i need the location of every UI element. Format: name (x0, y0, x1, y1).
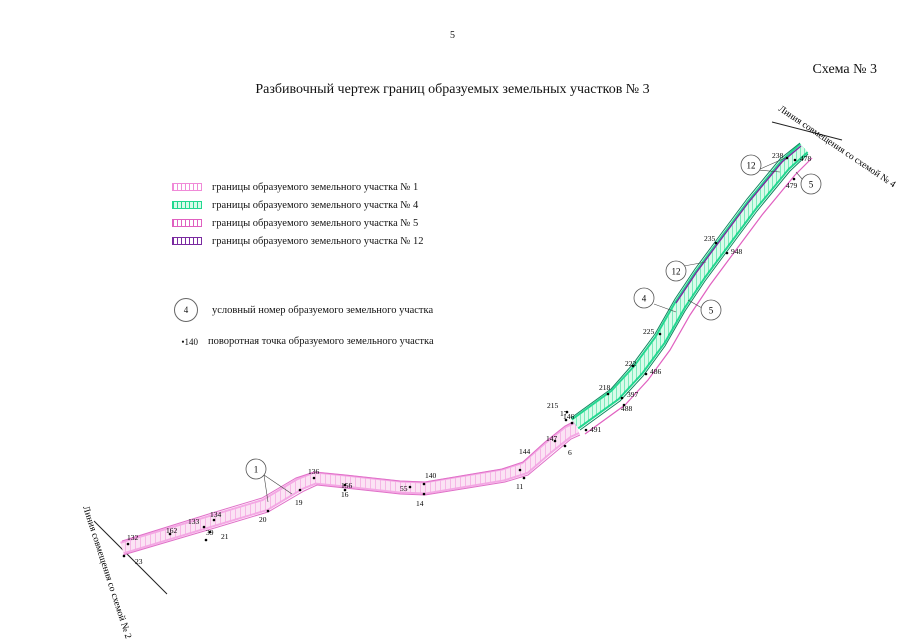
point-label: 14 (416, 499, 424, 508)
point-label: 6 (568, 448, 572, 457)
parcel-number-label: 1 (254, 465, 259, 475)
legend-label: поворотная точка образуемого земельного … (208, 336, 434, 347)
legend-label: границы образуемого земельного участка №… (212, 199, 419, 211)
document-title: Разбивочный чертеж границ образуемых зем… (255, 82, 650, 97)
legend-item-parcel-12: границы образуемого земельного участка №… (172, 232, 424, 250)
point-label: 225 (643, 327, 655, 336)
parcel-number-label: 12 (747, 161, 756, 171)
point-label: 218 (599, 383, 611, 392)
parcel-4-boundary (570, 142, 809, 431)
legend-swatch-parcel-1 (172, 183, 202, 191)
parcel-number-marker: 5 (795, 171, 822, 195)
point-label: 140 (425, 471, 437, 480)
point-label: 16 (341, 490, 349, 499)
point-label: 23 (135, 557, 143, 566)
point-label: 146 (563, 412, 575, 421)
point-label: 238 (772, 151, 784, 160)
legend-swatch-parcel-12 (172, 237, 202, 245)
parcel-number-marker: 12 (740, 154, 786, 176)
legend-swatch-parcel-5 (172, 219, 202, 227)
boundary-legend: границы образуемого земельного участка №… (172, 178, 424, 250)
point-label: 215 (547, 401, 559, 410)
scheme-label: Схема № 3 (812, 62, 877, 77)
legend-label: границы образуемого земельного участка №… (212, 217, 419, 229)
parcel-number-marker: 12 (665, 260, 707, 282)
point-label: 235 (704, 234, 716, 243)
parcel-number-label: 4 (642, 294, 647, 304)
legend-item-parcel-5: границы образуемого земельного участка №… (172, 214, 424, 232)
point-label: 162 (166, 526, 178, 535)
point-label: 39 (206, 528, 214, 537)
parcel-number-sample: 4 (174, 298, 198, 322)
point-label: 17 (560, 409, 568, 418)
match-line-scheme-4 (771, 121, 843, 141)
point-label: 478 (800, 154, 812, 163)
legend-label: условный номер образуемого земельного уч… (212, 304, 434, 316)
parcel-12-boundary (675, 145, 802, 304)
point-labels: 132 23 162 133 39 21 134 20 19 136 156 1… (127, 151, 812, 566)
point-label: 948 (731, 247, 743, 256)
parcel-number-marker: 4 (633, 287, 677, 313)
page-number: 5 (450, 30, 455, 41)
turning-point-sample: •140 (181, 336, 198, 347)
point-label: 21 (221, 532, 229, 541)
point-label: 147 (546, 434, 558, 443)
point-label: 144 (519, 447, 531, 456)
parcel-number-label: 12 (672, 267, 681, 277)
point-label: 397 (627, 390, 639, 399)
legend-item-parcel-1: границы образуемого земельного участка №… (172, 178, 424, 196)
legend-item-parcel-4: границы образуемого земельного участка №… (172, 196, 424, 214)
point-label: 20 (259, 515, 267, 524)
parcel-number-marker: 5 (687, 299, 722, 321)
point-label: 488 (621, 404, 633, 413)
parcel-number-label: 5 (809, 180, 814, 190)
point-label: 486 (650, 367, 662, 376)
point-label: 55 (400, 484, 408, 493)
parcel-number-marker: 1 (245, 458, 293, 503)
parcel-number-label: 5 (709, 306, 714, 316)
match-line-scheme-2 (93, 520, 168, 595)
point-label: 479 (786, 181, 798, 190)
turning-points (122, 156, 797, 558)
legend-label: границы образуемого земельного участка №… (212, 181, 419, 193)
point-label: 133 (188, 517, 200, 526)
legend-label: границы образуемого земельного участка №… (212, 235, 424, 247)
point-label: 132 (127, 533, 139, 542)
point-label: 19 (295, 498, 303, 507)
point-label: 136 (308, 467, 320, 476)
legend-swatch-parcel-4 (172, 201, 202, 209)
point-label: 156 (341, 481, 353, 490)
parcel-5-boundary (584, 157, 813, 435)
point-label: 11 (516, 482, 523, 491)
legend-item-turning-point: •140 поворотная точка образуемого земель… (174, 336, 434, 347)
point-label: 222 (625, 359, 637, 368)
legend-item-parcel-number: 4 условный номер образуемого земельного … (174, 298, 434, 322)
match-line-label-scheme-2: Линия совмещения со схемой № 2 (80, 505, 133, 640)
point-label: 491 (590, 425, 602, 434)
symbol-legend: 4 условный номер образуемого земельного … (174, 298, 434, 361)
point-label: 134 (210, 510, 222, 519)
